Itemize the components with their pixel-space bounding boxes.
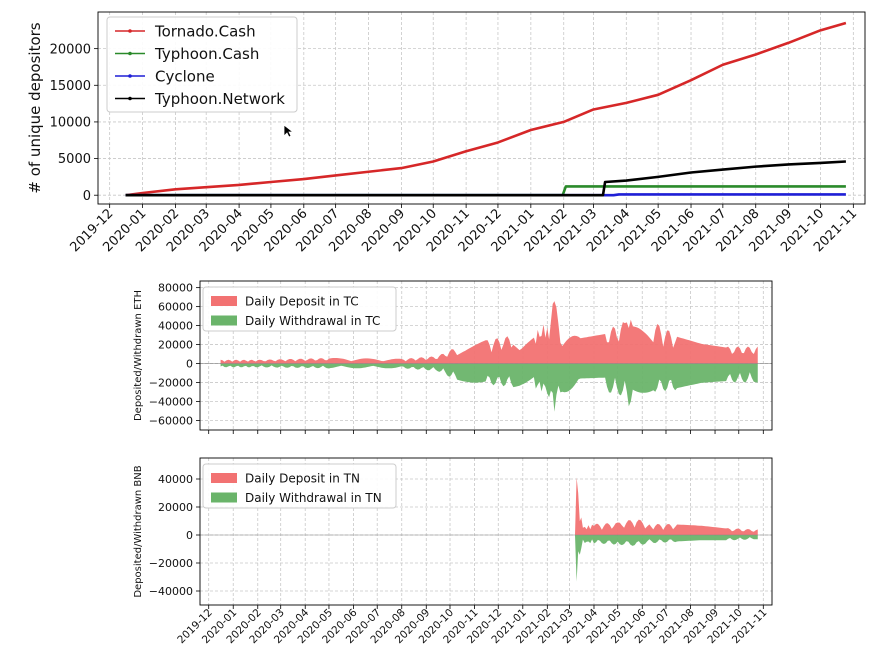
y-tick-label: −60000 (149, 414, 193, 427)
legend-swatch-marker (128, 96, 132, 101)
bnb-flow-chart: 2019-122020-012020-022020-032020-042020-… (133, 457, 773, 646)
legend-label: Daily Deposit in TC (245, 294, 359, 308)
legend-swatch-marker (128, 74, 132, 78)
series-area-deposit (575, 477, 758, 535)
plot-frame (97, 11, 866, 205)
legend-label: Daily Withdrawal in TN (245, 491, 382, 505)
y-tick-label: 20000 (158, 501, 193, 514)
y-tick-label: 60000 (158, 301, 193, 314)
y-axis-label: # of unique depositors (26, 22, 44, 193)
y-tick-label: 5000 (58, 152, 91, 167)
y-tick-label: −40000 (149, 585, 193, 598)
y-tick-label: 0 (83, 189, 91, 204)
legend-label: Typhoon.Cash (154, 45, 259, 63)
y-tick-label: 80000 (158, 282, 193, 295)
y-tick-label: 20000 (158, 339, 193, 352)
legend-box (202, 463, 397, 509)
y-tick-label: 40000 (158, 320, 193, 333)
legend-label: Daily Deposit in TN (245, 471, 360, 485)
y-tick-label: 0 (186, 529, 193, 542)
y-tick-label: 40000 (158, 473, 193, 486)
series-area-withdrawal (220, 363, 758, 412)
y-tick-label: 15000 (50, 79, 91, 94)
series-area-withdrawal (575, 535, 758, 582)
y-tick-label: 20000 (50, 42, 91, 57)
series-area-deposit (220, 301, 758, 364)
legend-label: Daily Withdrawal in TC (245, 314, 380, 328)
legend-box (202, 286, 397, 332)
y-axis-label: Deposited/Withdrawn BNB (133, 465, 144, 597)
legend-swatch-patch (211, 473, 237, 483)
y-tick-label: −20000 (149, 377, 193, 390)
plot-frame (199, 457, 773, 606)
y-tick-label: 0 (186, 358, 193, 371)
legend-label: Typhoon.Network (154, 90, 285, 108)
series-line-tornado-cash (125, 21, 847, 197)
legend-label: Tornado.Cash (154, 22, 256, 40)
y-tick-label: −40000 (149, 395, 193, 408)
legend-swatch-patch (211, 315, 237, 326)
legend-swatch-marker (128, 51, 132, 56)
plot-frame (199, 280, 773, 431)
series-line-typhoon-network (125, 160, 846, 197)
y-tick-label: 10000 (50, 116, 91, 131)
depositors-chart: 2019-122020-012020-022020-032020-042020-… (26, 11, 866, 255)
legend-swatch-marker (128, 29, 132, 33)
legend-swatch-patch (211, 492, 237, 503)
eth-flow-chart: 80000 60000 40000 20000 0 −20000 −40000 −60000 D… (133, 280, 773, 434)
legend-box (106, 16, 298, 113)
y-axis-label: Deposited/Withdrawn ETH (133, 290, 144, 421)
legend-swatch-patch (211, 296, 237, 306)
y-tick-label: −20000 (149, 557, 193, 570)
mouse-pointer-icon (283, 124, 293, 138)
legend-label: Cyclone (155, 67, 215, 85)
